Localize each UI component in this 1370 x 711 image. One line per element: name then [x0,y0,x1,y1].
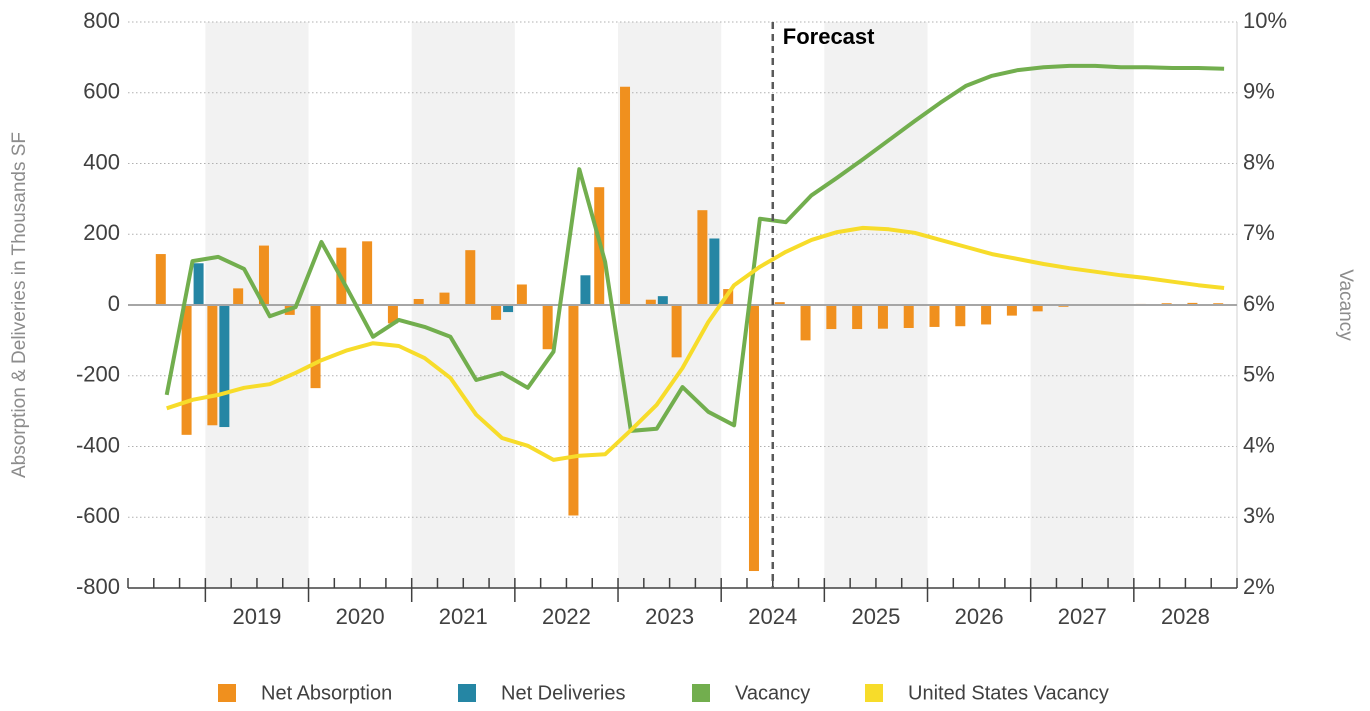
bar [310,305,321,389]
y-tick-label: 800 [83,8,120,33]
y2-tick-label: 10% [1243,8,1287,33]
bar [580,275,591,305]
bar [362,241,373,305]
bar [657,296,668,305]
forecast-label: Forecast [783,24,875,49]
bar [207,305,218,426]
bar [387,305,398,324]
bar [774,302,785,305]
bar [542,305,553,350]
y-tick-label: -400 [76,432,120,457]
y-tick-label: 0 [108,291,120,316]
bar [671,305,682,358]
bar [439,292,450,305]
bar [491,305,502,320]
bar [465,250,476,305]
bar [800,305,811,341]
x-tick-label: 2022 [542,604,591,629]
bar [568,305,579,516]
legend-swatch [865,684,883,702]
x-tick-label: 2024 [748,604,797,629]
legend-swatch [458,684,476,702]
y-tick-label: -600 [76,503,120,528]
y2-tick-label: 6% [1243,291,1275,316]
line [166,225,1225,462]
bar [1006,305,1017,316]
y2-tick-label: 7% [1243,220,1275,245]
bar [1187,302,1198,305]
y2-tick-label: 2% [1243,574,1275,599]
y2-tick-label: 9% [1243,79,1275,104]
y-tick-label: 600 [83,79,120,104]
bar [645,299,656,305]
legend-swatch [218,684,236,702]
y2-axis-title: Vacancy [1335,269,1356,341]
legend-label: Net Deliveries [501,682,625,704]
bar [697,210,708,305]
bar [181,305,192,435]
bar [903,305,914,328]
x-tick-label: 2028 [1161,604,1210,629]
y-axis-title: Absorption & Deliveries in Thousands SF [9,132,30,478]
y2-tick-label: 4% [1243,432,1275,457]
legend-label: Net Absorption [261,682,392,704]
bar [233,288,244,305]
y2-tick-label: 5% [1243,362,1275,387]
bar [503,305,514,313]
bar [155,254,166,305]
legend-label: United States Vacancy [908,682,1109,704]
bar [709,238,720,305]
bar [413,298,424,305]
bar [826,305,837,330]
x-tick-label: 2027 [1058,604,1107,629]
bar [516,284,527,305]
line [164,63,1225,433]
y2-tick-label: 3% [1243,503,1275,528]
x-tick-label: 2023 [645,604,694,629]
bar [929,305,940,327]
x-tick-label: 2020 [336,604,385,629]
x-tick-label: 2019 [232,604,281,629]
x-tick-label: 2021 [439,604,488,629]
bar [219,305,230,428]
y-tick-label: -200 [76,362,120,387]
bar [955,305,966,327]
bar [748,305,759,572]
bar [852,305,863,330]
y2-tick-label: 8% [1243,149,1275,174]
y-tick-label: 400 [83,149,120,174]
bar [620,86,631,305]
y-tick-label: -800 [76,574,120,599]
legend-label: Vacancy [735,682,810,704]
legend-swatch [692,684,710,702]
x-tick-label: 2026 [955,604,1004,629]
x-tick-label: 2025 [851,604,900,629]
bar [981,305,992,325]
bar [1032,305,1043,312]
bar [877,305,888,329]
bar [258,245,269,305]
y-tick-label: 200 [83,220,120,245]
bar [193,263,204,305]
